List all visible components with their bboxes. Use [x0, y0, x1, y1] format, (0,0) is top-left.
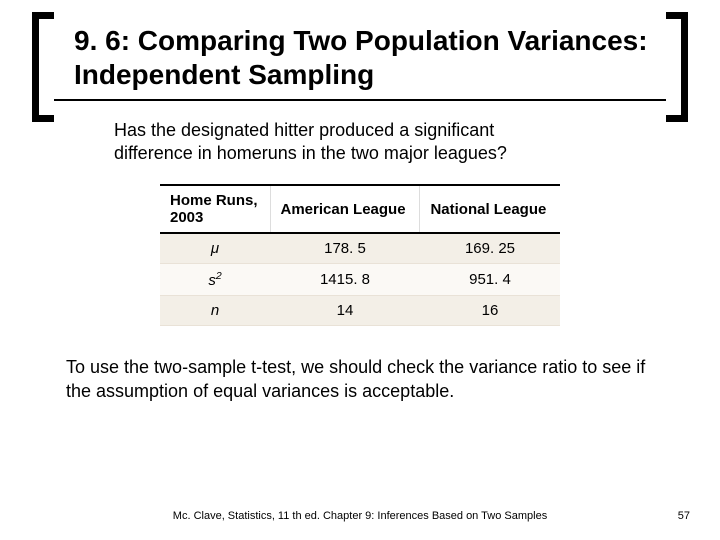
cell-nl: 169. 25	[420, 233, 560, 264]
cell-nl: 951. 4	[420, 264, 560, 296]
cell-al: 14	[270, 296, 420, 326]
slide: 9. 6: Comparing Two Population Variances…	[0, 0, 720, 540]
bracket-right-icon	[666, 12, 688, 122]
page-number: 57	[678, 510, 690, 522]
col-header-nl: National League	[420, 185, 560, 233]
stat-sigma2: s2	[160, 264, 270, 296]
slide-body: Has the designated hitter produced a sig…	[0, 119, 720, 403]
slide-title: 9. 6: Comparing Two Population Variances…	[54, 18, 666, 93]
data-table: Home Runs, 2003 American League National…	[160, 184, 560, 326]
stat-label: μ	[211, 240, 219, 257]
col-header-stat: Home Runs, 2003	[160, 185, 270, 233]
cell-al: 178. 5	[270, 233, 420, 264]
bracket-left-icon	[32, 12, 54, 122]
table-row: n 14 16	[160, 296, 560, 326]
stat-mu: μ	[160, 233, 270, 264]
table-row: s2 1415. 8 951. 4	[160, 264, 560, 296]
cell-nl: 16	[420, 296, 560, 326]
stat-n: n	[160, 296, 270, 326]
stat-label: n	[211, 302, 219, 319]
col-header-al: American League	[270, 185, 420, 233]
stat-label: s2	[208, 272, 221, 289]
cell-al: 1415. 8	[270, 264, 420, 296]
conclusion-text: To use the two-sample t-test, we should …	[66, 356, 654, 403]
question-text: Has the designated hitter produced a sig…	[114, 119, 564, 164]
table-row: μ 178. 5 169. 25	[160, 233, 560, 264]
title-container: 9. 6: Comparing Two Population Variances…	[54, 18, 666, 101]
table-header-row: Home Runs, 2003 American League National…	[160, 185, 560, 233]
footer-citation: Mc. Clave, Statistics, 11 th ed. Chapter…	[0, 510, 720, 522]
